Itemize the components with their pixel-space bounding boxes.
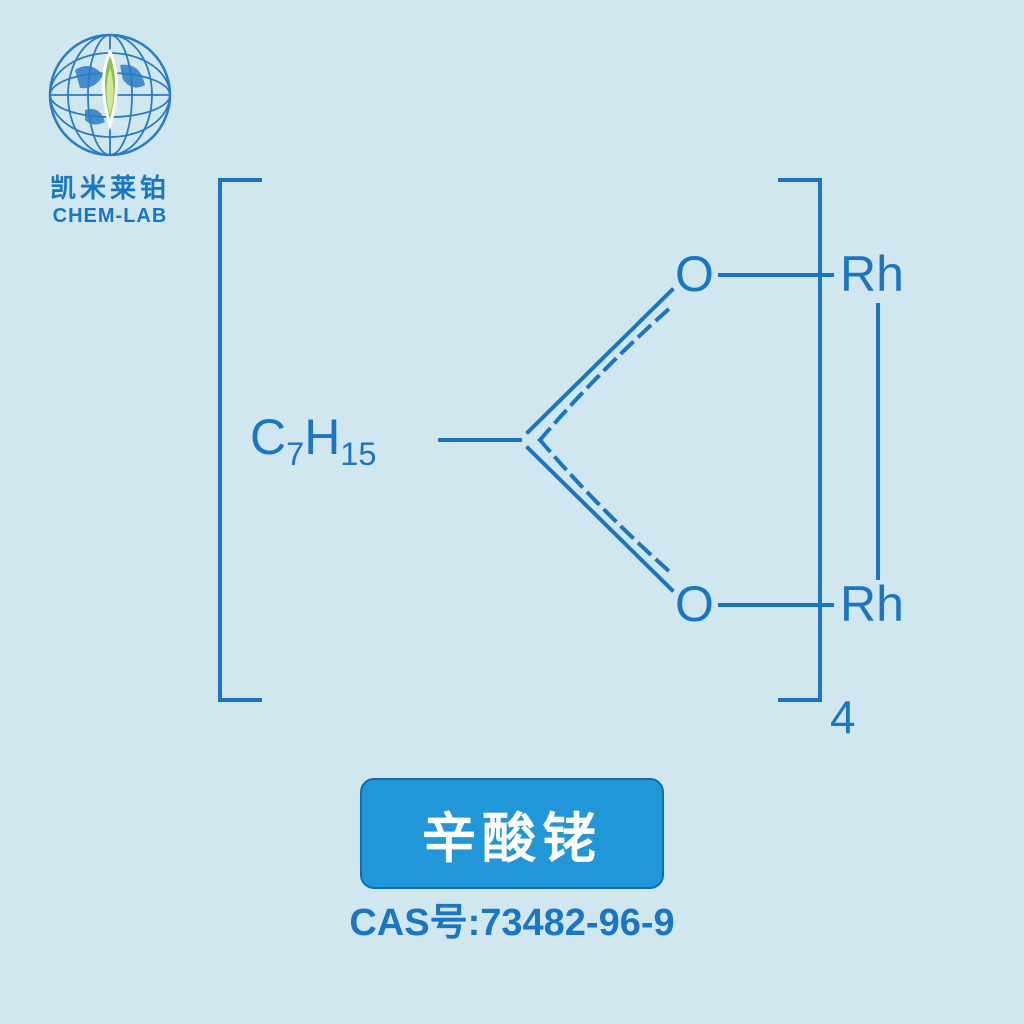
chemical-structure-diagram: C7H15 O O Rh Rh 4 — [180, 160, 900, 720]
alkyl-group-label: C7H15 — [250, 408, 376, 473]
cas-number: 73482-96-9 — [480, 902, 674, 944]
rhodium-top-label: Rh — [840, 245, 904, 303]
oxygen-bottom-label: O — [675, 575, 714, 633]
compound-name-box: 辛酸铑 — [360, 778, 664, 889]
multiplier-subscript: 4 — [830, 690, 856, 744]
cas-prefix: CAS号: — [349, 902, 480, 944]
compound-name-cn: 辛酸铑 — [422, 794, 602, 873]
globe-icon — [45, 30, 175, 160]
oxygen-top-label: O — [675, 245, 714, 303]
rhodium-bottom-label: Rh — [840, 575, 904, 633]
logo-text-cn: 凯米莱铂 — [30, 168, 190, 205]
brand-logo: 凯米莱铂 CHEM-LAB — [30, 30, 190, 228]
logo-text-en: CHEM-LAB — [30, 205, 190, 228]
cas-number-line: CAS号:73482-96-9 — [349, 891, 674, 946]
